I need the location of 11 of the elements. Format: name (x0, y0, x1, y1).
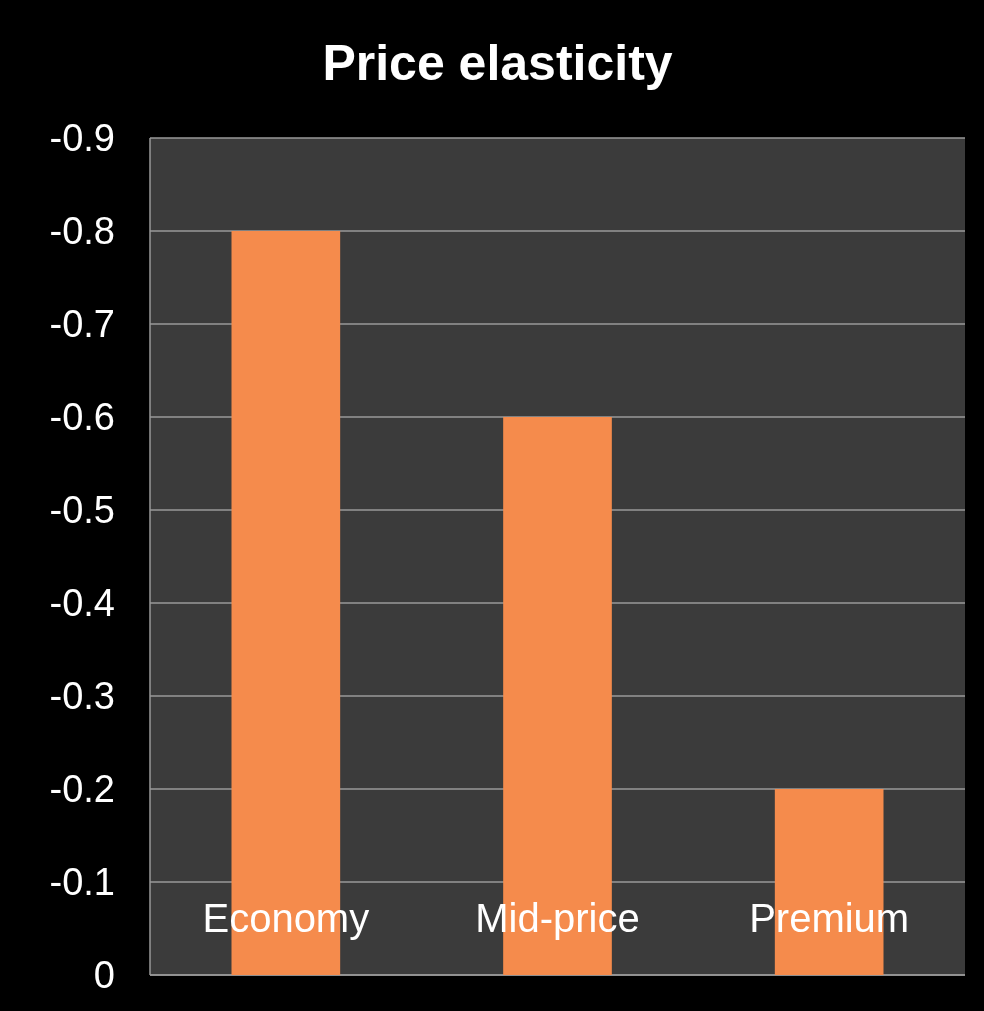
y-tick-label: 0 (93, 954, 115, 997)
y-tick-label: -0.4 (49, 582, 115, 625)
y-tick-label: -0.2 (49, 768, 115, 811)
y-tick-label: -0.6 (49, 396, 115, 439)
y-tick-label: -0.3 (49, 675, 115, 718)
y-tick-label: -0.9 (49, 117, 115, 160)
y-tick-label: -0.5 (49, 489, 115, 532)
y-tick-label: -0.8 (49, 210, 115, 253)
y-tick-label: -0.7 (49, 303, 115, 346)
chart-title: Price elasticity (322, 35, 673, 91)
y-tick-label: -0.1 (49, 861, 115, 904)
